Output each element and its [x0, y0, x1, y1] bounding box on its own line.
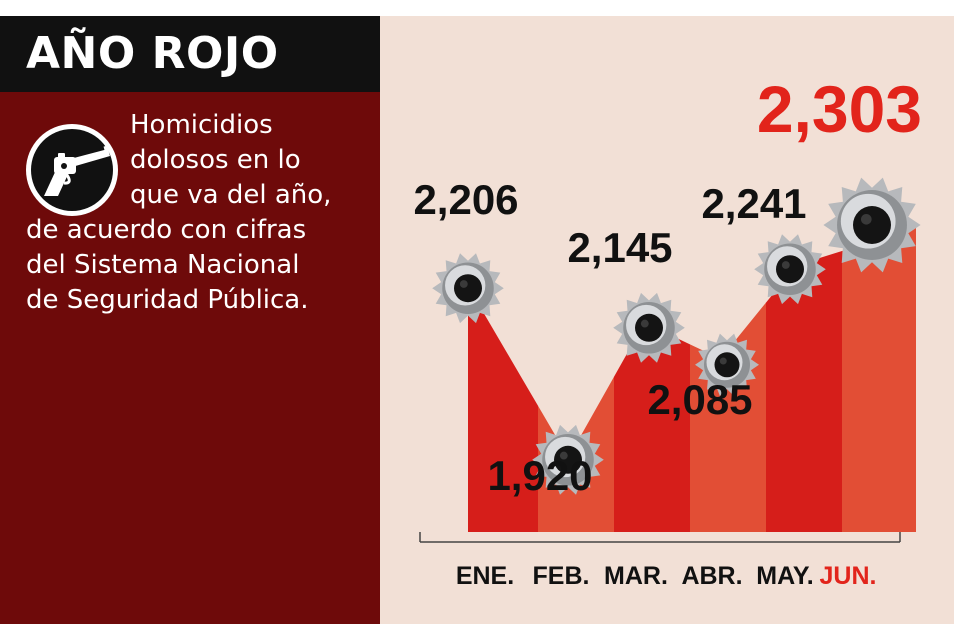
description-line: de Seguridad Pública.: [26, 285, 309, 315]
bullet-hole-icon: [695, 333, 759, 396]
bullet-hole-icon: [823, 177, 921, 273]
bullet-hole-icon: [532, 424, 604, 495]
description-line: que va del año,: [130, 180, 332, 210]
revolver-icon: [26, 124, 118, 216]
area-segment: [614, 322, 690, 532]
description-line: Homicidios: [130, 110, 273, 140]
category-label: JUN.: [820, 562, 877, 590]
description-line: del Sistema Nacional: [26, 250, 300, 280]
category-label: ABR.: [681, 562, 742, 590]
description-line: de acuerdo con cifras: [26, 215, 307, 245]
highlight-value-label: 2,303: [757, 72, 922, 146]
category-label: MAY.: [756, 562, 813, 590]
page-title: AÑO ROJO: [26, 28, 279, 79]
value-label: 1,920: [487, 452, 592, 499]
bullet-hole-icon: [754, 234, 826, 305]
value-label: 2,085: [647, 376, 752, 423]
area-segment: [766, 251, 842, 532]
value-label: 2,145: [567, 224, 672, 271]
category-label: ENE.: [456, 562, 514, 590]
area-segment: [842, 228, 916, 532]
value-label: 2,206: [413, 176, 518, 223]
value-label: 2,241: [701, 180, 806, 227]
area-chart: 2,206 1,920 2,145 2,085 2,241 2,303 ENE. FEB. M…: [413, 72, 922, 590]
category-label: FEB.: [533, 562, 590, 590]
bullet-hole-icon: [613, 292, 685, 363]
chart-panel: 2,206 1,920 2,145 2,085 2,241 2,303 ENE. FEB. M…: [380, 16, 954, 624]
bullet-hole-icon: [432, 253, 504, 324]
description-line: dolosos en lo: [130, 145, 301, 175]
category-label: MAR.: [604, 562, 668, 590]
area-segment: [468, 286, 538, 532]
info-panel: AÑO ROJO Homicidios dolosos en lo que va…: [0, 16, 380, 624]
title-bar: AÑO ROJO: [0, 16, 380, 92]
